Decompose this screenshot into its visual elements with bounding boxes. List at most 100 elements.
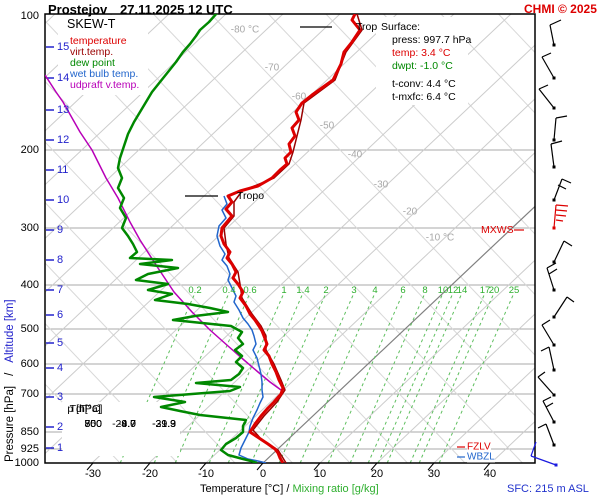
mixing-ratio-label: 17 [479,285,491,296]
altitude-tick-label: 3 [57,391,64,403]
level-dewpoint: -29.9 [152,418,176,430]
altitude-tick-label: 2 [57,421,64,433]
altitude-tick-label: 12 [57,134,70,146]
pressure-tick-label: 200 [20,144,39,156]
level-temp: -8.0 [117,418,136,430]
mixing-ratio-label: 1 [281,285,287,296]
altitude-tick-label: 1 [57,442,64,454]
isotherm-label: -70 [264,62,280,74]
sounding-datetime: 27.11.2025 12 UTC [120,2,233,17]
levels-table-header-temp: T [79,403,87,415]
legend-item: dew point [70,57,115,69]
surface-info-line: t-mxfc: 6.4 °C [392,91,456,103]
pressure-tick-label: 400 [20,279,39,291]
pressure-tick-label: 700 [20,388,39,400]
levels-table-header-pressure: p [hPa] [67,403,101,415]
temperature-tick-label: 20 [370,468,384,480]
mixing-ratio-label: 8 [422,285,428,296]
legend-item: udpraft v.temp. [70,79,140,91]
level-pressure: 500 [84,418,102,430]
surface-info-indices: t-conv: 4.4 °C t-mxfc: 6.4 °C [392,78,456,104]
mixing-ratio-label: 10 [437,285,449,296]
surface-info-values: press: 997.7 hPa temp: 3.4 °C dwpt: -1.0 °… [392,34,471,73]
legend-title: SKEW-T [67,17,116,31]
levels-table-header-dewpoint: Td [°C] [69,403,103,415]
altitude-tick-label: 6 [57,309,64,321]
temperature-tick-label: -30 [85,468,101,480]
pressure-tick-label: 850 [20,426,39,438]
x-axis-title-temperature: Temperature [°C] [200,483,284,495]
altitude-tick-label: 5 [57,337,64,349]
freezing-level-label: FZLV [467,441,491,453]
x-axis-title-mixing: Mixing ratio [g/kg] [292,483,379,495]
pressure-tick-label: 100 [20,10,39,22]
altitude-tick-label: 11 [57,164,69,176]
x-axis-title: Temperature [°C] / Mixing ratio [g/kg] [200,483,379,495]
altitude-tick-label: 13 [57,104,70,116]
temperature-tick-label: -20 [142,468,158,480]
mixing-ratio-label: 2 [323,285,329,296]
wet-bulb-zero-label: WBZL [467,451,495,463]
altitude-tick-label: 15 [57,41,70,53]
isotherm-label: -20 [402,206,418,218]
temperature-tick-label: -10 [198,468,214,480]
mixing-ratio-label: 0.4 [222,285,236,296]
temperature-tick-label: 0 [259,468,267,480]
altitude-tick-label: 4 [57,362,64,374]
levels-table-row: 500 -24.9 -29.9 [66,418,176,431]
isotherm-label: -10 °C [425,232,455,244]
level-dewpoint: -31.9 [152,418,176,430]
temperature-tick-label: 10 [313,468,327,480]
pressure-tick-label: 1000 [14,457,39,469]
mixing-ratio-label: 6 [400,285,406,296]
mixing-ratio-label: 12 [447,285,459,296]
legend-item: virt.temp. [70,46,114,58]
y-axis-title-sep: / [4,372,16,376]
temperature-tick-label: 30 [427,468,441,480]
pressure-tick-label: 925 [20,443,39,455]
altitude-tick-label: 14 [57,72,70,84]
surface-info-title: Surface: [381,21,421,33]
levels-table-row: 850 -8.0 -9.3 [66,418,176,431]
legend-item: wet bulb temp. [70,68,139,80]
surface-info-line: t-conv: 4.4 °C [392,78,456,90]
level-pressure: 850 [84,418,102,430]
isotherm-label: -60 [291,91,307,103]
level-temp: -9.7 [117,418,136,430]
isotherm-label: -50 [319,120,335,132]
level-temp: -24.9 [112,418,136,430]
legend: temperature virt.temp. dew point wet bulb t… [70,36,139,91]
x-axis-title-sep: / [283,483,293,495]
mixing-ratio-label: 0.6 [243,285,257,296]
mixing-ratio-label: 4 [372,285,378,296]
pressure-tick-label: 500 [20,323,39,335]
altitude-tick-label: 7 [57,284,64,296]
mixing-ratio-label: 0.2 [188,285,202,296]
mixing-ratio-label: 1.4 [296,285,310,296]
mixing-ratio-label: 14 [456,285,468,296]
max-wind-level-label: MXWS [481,224,514,236]
surface-info-line: press: 997.7 hPa [392,34,472,46]
tropopause-label: Tropo [237,190,265,202]
level-pressure: 700 [84,418,102,430]
altitude-tick-label: 10 [57,194,70,206]
pressure-tick-label: 600 [20,358,39,370]
levels-table-row: 700 -9.7 -31.9 [66,418,176,431]
altitude-tick-label: 9 [57,224,64,236]
isotherm-label: -40 [347,149,363,161]
mixing-ratio-label: 3 [351,285,357,296]
surface-info-line: temp: 3.4 °C [392,47,451,59]
pressure-tick-label: 300 [20,222,39,234]
legend-item: temperature [70,35,127,47]
station-elevation-label: SFC: 215 m ASL [507,483,589,495]
surface-info-line: dwpt: -1.0 °C [392,60,453,72]
temperature-tick-label: 40 [483,468,497,480]
isotherm-label: -30 [373,179,389,191]
isotherm-label: -80 °C [230,24,260,36]
mixing-ratio-label: 20 [488,285,500,296]
copyright-label: CHMI © 2025 [524,2,597,16]
mixing-ratio-label: 25 [508,285,520,296]
altitude-tick-label: 8 [57,254,64,266]
